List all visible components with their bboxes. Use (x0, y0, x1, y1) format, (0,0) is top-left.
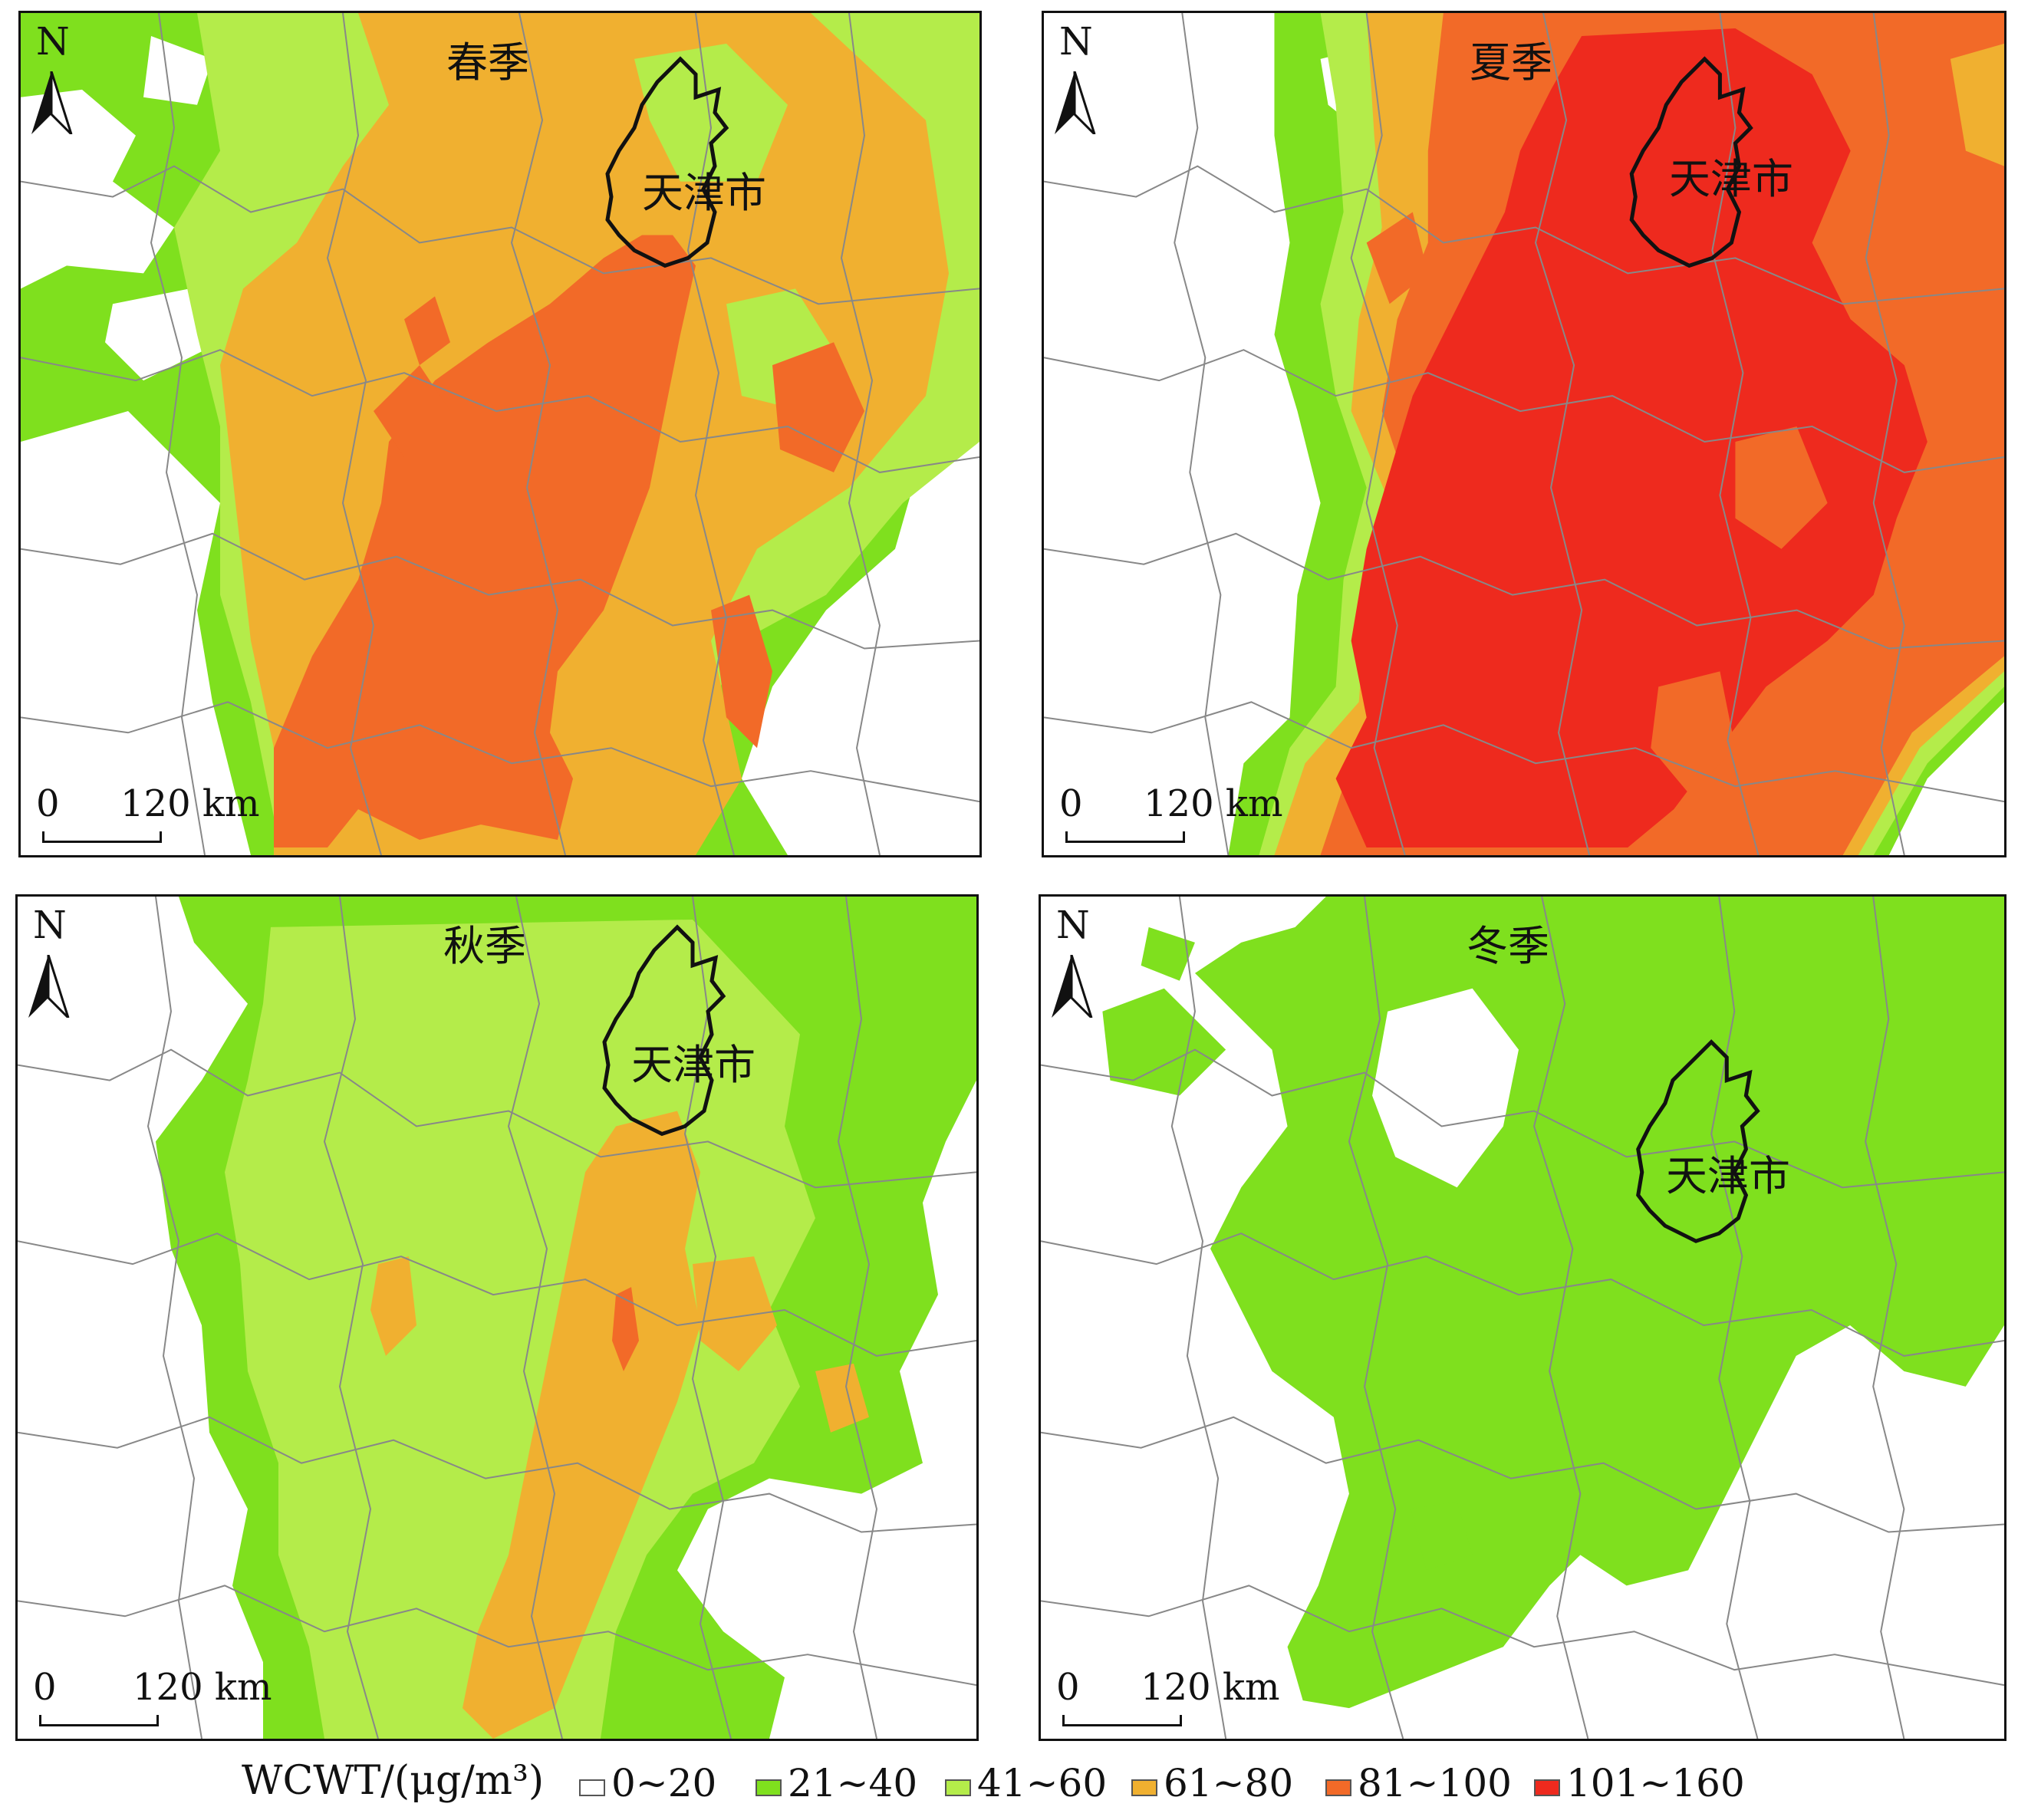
legend-label: 61~80 (1164, 1761, 1294, 1805)
legend-label: 41~60 (977, 1761, 1108, 1805)
north-arrow: N (27, 903, 73, 1018)
north-arrow-icon (1055, 71, 1096, 134)
legend-swatch (1325, 1779, 1351, 1796)
panel-title: 夏季 (1470, 38, 1552, 87)
city-label-tianjin: 天津市 (1666, 1152, 1790, 1200)
scale-bar: 0 120 km (36, 782, 266, 847)
legend-swatch (1131, 1779, 1157, 1796)
scale-bar-line (39, 1715, 159, 1726)
panel-title: 冬季 (1467, 922, 1549, 970)
scale-distance: 120 km (1141, 1666, 1280, 1709)
scale-bar: 0 120 km (33, 1666, 278, 1731)
scale-bar-line (1065, 831, 1185, 843)
legend-swatch (1534, 1779, 1560, 1796)
spring-map (21, 13, 979, 855)
scale-bar: 0 120 km (1059, 782, 1289, 847)
summer-map (1044, 13, 2004, 855)
scale-zero: 0 (1056, 1666, 1080, 1709)
legend-swatch (756, 1779, 782, 1796)
legend-label: 101~160 (1566, 1761, 1745, 1805)
scale-bar: 0 120 km (1056, 1666, 1286, 1731)
north-arrow-icon (31, 71, 73, 134)
legend-label: 21~40 (788, 1761, 918, 1805)
legend-title: WCWT/(μg/m³) (242, 1758, 545, 1804)
north-arrow: N (1053, 19, 1099, 134)
north-label: N (36, 19, 70, 64)
legend-label: 81~100 (1358, 1761, 1512, 1805)
map-panel-spring: 春季 天津市 N 0 120 km (18, 11, 982, 857)
legend-swatch (945, 1779, 971, 1796)
north-label: N (1056, 903, 1090, 947)
city-label-tianjin: 天津市 (1669, 155, 1793, 203)
city-label-tianjin: 天津市 (631, 1041, 756, 1089)
north-arrow-icon (28, 955, 70, 1018)
north-arrow: N (30, 19, 76, 134)
autumn-map (18, 897, 976, 1739)
legend-label: 0~20 (611, 1761, 717, 1805)
scale-bar-line (42, 831, 162, 843)
legend: WCWT/(μg/m³) 0~20 21~40 41~60 61~80 81~1… (0, 1756, 2018, 1810)
map-panel-winter: 冬季 天津市 N 0 120 km (1039, 894, 2006, 1741)
scale-zero: 0 (36, 782, 60, 825)
scale-zero: 0 (1059, 782, 1083, 825)
scale-distance: 120 km (133, 1666, 272, 1709)
winter-map (1041, 897, 2004, 1739)
scale-zero: 0 (33, 1666, 57, 1709)
north-arrow-icon (1052, 955, 1093, 1018)
scale-distance: 120 km (120, 782, 260, 825)
scale-bar-line (1062, 1715, 1182, 1726)
panel-title: 春季 (446, 38, 529, 87)
city-label-tianjin: 天津市 (642, 169, 766, 217)
north-label: N (33, 903, 67, 947)
legend-swatch (579, 1779, 605, 1796)
scale-distance: 120 km (1144, 782, 1283, 825)
north-arrow: N (1050, 903, 1096, 1018)
map-panel-summer: 夏季 天津市 N 0 120 km (1042, 11, 2006, 857)
north-label: N (1059, 19, 1093, 64)
panel-title: 秋季 (443, 922, 526, 970)
map-panel-autumn: 秋季 天津市 N 0 120 km (15, 894, 979, 1741)
